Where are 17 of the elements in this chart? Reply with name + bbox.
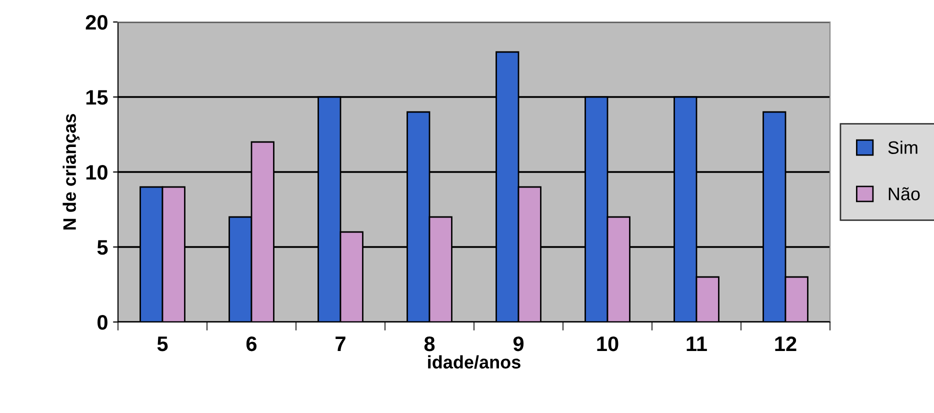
y-tick-label: 10	[86, 165, 108, 180]
y-tick-label: 5	[97, 240, 108, 255]
x-tick-label: 10	[597, 336, 618, 352]
x-tick-label: 11	[686, 336, 707, 351]
x-tick-label: 12	[775, 336, 796, 351]
y-tick-label: 15	[86, 90, 108, 105]
y-tick-label: 20	[86, 15, 108, 30]
legend-label: Sim	[888, 140, 918, 154]
y-tick-label: 0	[98, 315, 108, 330]
x-axis-title: idade/anos	[428, 355, 520, 369]
x-tick-label: 6	[246, 336, 257, 352]
x-tick-label: 9	[513, 336, 524, 352]
x-tick-label: 7	[336, 336, 346, 351]
x-tick-label: 8	[424, 336, 435, 352]
y-axis-title: N de crianças	[62, 114, 80, 230]
legend-label: Não	[888, 187, 920, 200]
x-tick-label: 5	[157, 336, 168, 352]
